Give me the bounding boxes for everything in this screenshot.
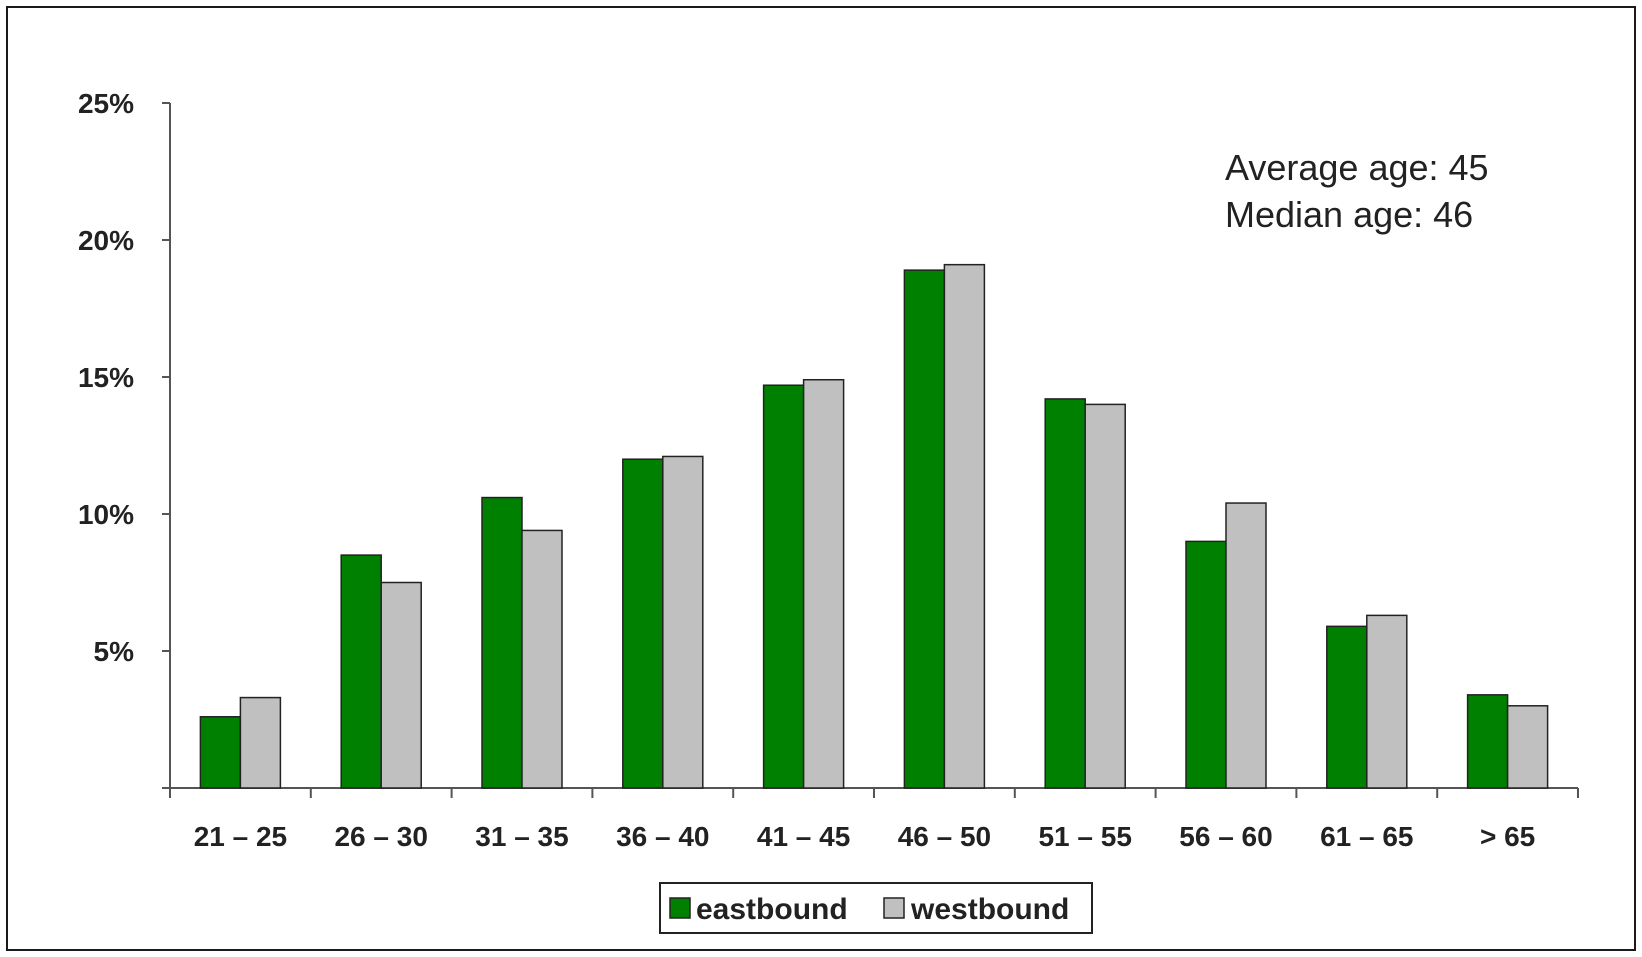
y-tick-label: 25% xyxy=(78,88,134,119)
bar-eastbound xyxy=(199,716,242,789)
x-tick-label: 36 – 40 xyxy=(616,821,709,852)
bar-eastbound xyxy=(1185,540,1227,789)
bar-eastbound xyxy=(762,384,805,789)
bar-westbound xyxy=(521,529,563,789)
bar-westbound xyxy=(802,378,845,789)
bar-westbound xyxy=(943,263,986,789)
bar-eastbound xyxy=(903,269,946,789)
legend-label-eastbound: eastbound xyxy=(696,893,848,926)
bar-westbound xyxy=(380,581,422,789)
x-tick-label: 51 – 55 xyxy=(1038,821,1131,852)
y-tick-label: 10% xyxy=(78,499,134,530)
x-tick-label: 46 – 50 xyxy=(898,821,991,852)
bar-eastbound xyxy=(481,496,523,789)
bar-westbound xyxy=(239,696,282,789)
annotation-box: Average age: 45 Median age: 46 xyxy=(1225,147,1489,235)
bar-eastbound xyxy=(340,554,382,789)
x-tick-label: 21 – 25 xyxy=(194,821,287,852)
bar-westbound xyxy=(662,455,704,789)
legend-swatch-eastbound xyxy=(669,897,691,919)
annotation-median-age: Median age: 46 xyxy=(1225,194,1473,235)
bar-westbound xyxy=(1506,705,1549,789)
x-tick-label: 26 – 30 xyxy=(334,821,427,852)
x-tick-label: 41 – 45 xyxy=(757,821,850,852)
legend-swatch-westbound xyxy=(883,897,905,919)
bar-eastbound xyxy=(1326,625,1368,789)
annotation-average-age: Average age: 45 xyxy=(1225,147,1489,188)
y-tick-label: 15% xyxy=(78,362,134,393)
legend: eastbound westbound xyxy=(659,882,1093,934)
bar-westbound xyxy=(1225,502,1267,789)
bars xyxy=(199,263,1549,789)
x-tick-label: 56 – 60 xyxy=(1179,821,1272,852)
bar-eastbound xyxy=(1044,398,1086,789)
x-axis: 21 – 25 26 – 30 31 – 35 36 – 40 41 – 45 46 – … xyxy=(169,787,1579,852)
x-tick-label: 61 – 65 xyxy=(1320,821,1413,852)
y-tick-label: 20% xyxy=(78,225,134,256)
y-axis: 5% 10% 15% 20% 25% xyxy=(78,88,171,789)
x-tick-label: 31 – 35 xyxy=(475,821,568,852)
bar-eastbound xyxy=(622,458,664,789)
bar-westbound xyxy=(1366,614,1408,789)
bar-eastbound xyxy=(1466,694,1509,789)
bar-westbound xyxy=(1084,403,1126,789)
legend-label-westbound: westbound xyxy=(910,893,1069,926)
x-tick-label: > 65 xyxy=(1480,821,1535,852)
legend-box xyxy=(659,882,1093,934)
y-tick-label: 5% xyxy=(94,636,135,667)
